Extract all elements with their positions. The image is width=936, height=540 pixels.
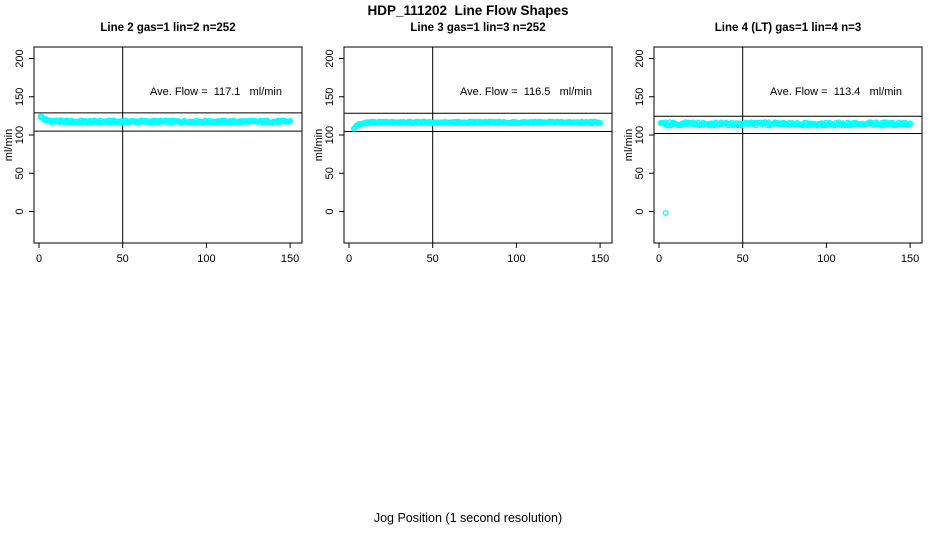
y-axis-title-3: ml/min [623, 128, 635, 162]
data-point [907, 120, 914, 127]
y-tick-label: 50 [324, 167, 336, 179]
y-tick-label: 200 [14, 49, 26, 67]
x-tick-label: 0 [346, 253, 352, 265]
data-point [762, 119, 769, 126]
y-tick-label: 150 [14, 88, 26, 106]
ave-flow-annotation-2: Ave. Flow = 116.5 ml/min [460, 86, 592, 98]
y-tick-label: 100 [324, 126, 336, 144]
x-tick-label: 150 [591, 253, 609, 265]
x-tick-label: 50 [117, 253, 129, 265]
y-tick-label: 0 [324, 208, 336, 214]
plot-box [653, 46, 923, 244]
y-tick-label: 0 [634, 208, 646, 214]
x-tick-label: 100 [197, 253, 215, 265]
y-axis-title-2: ml/min [313, 128, 325, 162]
y-tick-label: 150 [324, 88, 336, 106]
ave-flow-annotation-3: Ave. Flow = 113.4 ml/min [770, 86, 902, 98]
data-point [597, 119, 604, 126]
y-tick-label: 200 [324, 49, 336, 67]
plot-box [33, 46, 303, 244]
x-tick-label: 50 [427, 253, 439, 265]
y-tick-label: 50 [634, 167, 646, 179]
x-tick-label: 150 [901, 253, 919, 265]
y-axis-title-1: ml/min [3, 128, 15, 162]
x-tick-label: 50 [737, 253, 749, 265]
ave-flow-annotation-1: Ave. Flow = 117.1 ml/min [150, 86, 282, 98]
y-tick-label: 100 [14, 126, 26, 144]
x-tick-label: 100 [507, 253, 525, 265]
panel-title-3: Line 4 (LT) gas=1 lin=4 n=3 [714, 22, 862, 34]
x-tick-label: 0 [36, 253, 42, 265]
x-tick-label: 150 [281, 253, 299, 265]
x-tick-label: 100 [817, 253, 835, 265]
plot-box [343, 46, 613, 244]
x-axis-title: Jog Position (1 second resolution) [373, 511, 563, 525]
x-tick-label: 0 [656, 253, 662, 265]
outlier-point [662, 210, 669, 217]
figure-title: HDP_111202 Line Flow Shapes [367, 3, 569, 18]
panel-title-2: Line 3 gas=1 lin=3 n=252 [410, 22, 546, 34]
y-tick-label: 150 [634, 88, 646, 106]
panel-title-1: Line 2 gas=1 lin=2 n=252 [100, 22, 236, 34]
y-tick-label: 50 [14, 167, 26, 179]
y-tick-label: 100 [634, 126, 646, 144]
y-tick-label: 0 [14, 208, 26, 214]
y-tick-label: 200 [634, 49, 646, 67]
data-point [287, 118, 294, 125]
